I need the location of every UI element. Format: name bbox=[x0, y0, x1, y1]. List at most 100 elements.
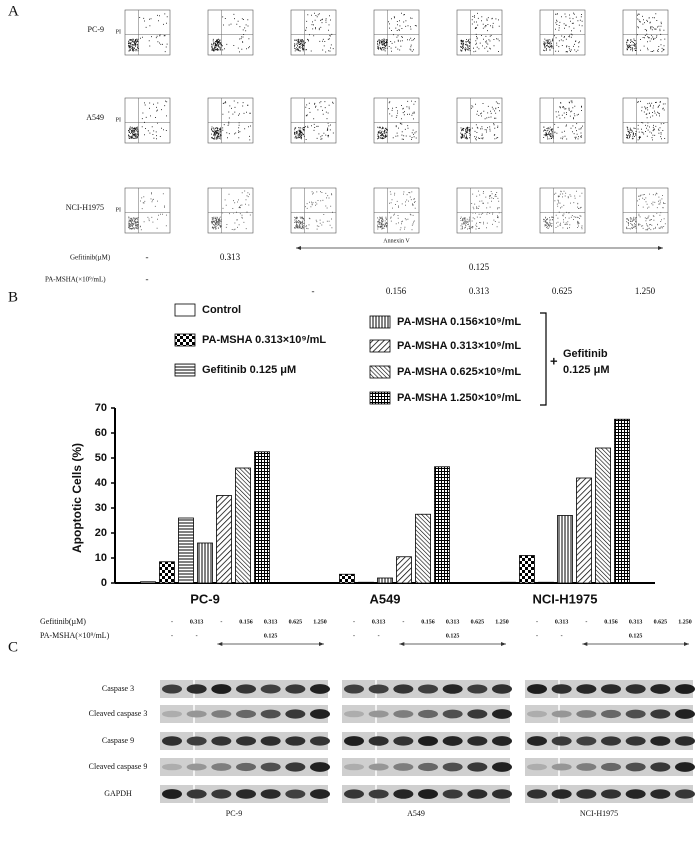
blot-band bbox=[344, 684, 364, 694]
blot-band bbox=[236, 709, 256, 719]
blot-band bbox=[368, 710, 389, 718]
cell-dots bbox=[294, 191, 333, 230]
cell-dots bbox=[543, 190, 583, 230]
blot-band bbox=[527, 684, 547, 694]
legend-note: 0.125 μM bbox=[563, 364, 609, 376]
blot-band bbox=[162, 736, 182, 746]
blot-band bbox=[492, 736, 512, 746]
blot-band bbox=[418, 789, 438, 799]
scatter-plot bbox=[290, 187, 337, 234]
condition: - bbox=[196, 633, 198, 639]
condition: - bbox=[312, 286, 315, 296]
blot-band bbox=[162, 763, 182, 771]
x-tick-label: A549 bbox=[369, 591, 400, 606]
bar bbox=[614, 418, 630, 584]
blot-band bbox=[393, 684, 414, 694]
blot-band bbox=[186, 710, 207, 718]
blot-band bbox=[492, 762, 512, 772]
condition: 0.313 bbox=[469, 286, 490, 296]
scatter-plot bbox=[124, 187, 171, 234]
blot-band bbox=[344, 710, 364, 718]
legend-label: Control bbox=[202, 304, 241, 316]
y-tick-label: 60 bbox=[95, 427, 107, 439]
blot-band bbox=[162, 789, 182, 799]
scatter-plot bbox=[124, 97, 171, 144]
scatter-plot bbox=[124, 9, 171, 56]
blot-band bbox=[260, 709, 281, 719]
blot-band bbox=[527, 763, 547, 771]
blot-band bbox=[418, 709, 438, 719]
blot-band bbox=[211, 789, 232, 799]
row-heading: PA-MSHA(×10⁹/mL) bbox=[40, 631, 110, 640]
condition: 0.313 bbox=[446, 619, 460, 625]
x-tick-label: NCI-H1975 bbox=[532, 591, 597, 606]
blot-band bbox=[675, 762, 695, 772]
bar bbox=[159, 561, 175, 584]
blot-band bbox=[551, 789, 572, 799]
scatter-plot bbox=[207, 97, 254, 144]
blot-band bbox=[285, 709, 306, 719]
cell-dots bbox=[128, 13, 168, 53]
blot-band bbox=[625, 762, 646, 772]
bar bbox=[235, 467, 251, 584]
blot-band bbox=[625, 684, 646, 694]
blot-band bbox=[260, 736, 281, 746]
bar bbox=[538, 581, 554, 584]
condition: 1.250 bbox=[678, 619, 692, 625]
cell-dots bbox=[211, 190, 251, 231]
blot-band bbox=[368, 763, 389, 771]
blot-band bbox=[650, 789, 671, 799]
cell-dots bbox=[377, 12, 417, 52]
blot-band bbox=[551, 684, 572, 694]
condition: 0.625 bbox=[471, 619, 485, 625]
blot-band bbox=[527, 710, 547, 718]
blot-band bbox=[285, 684, 306, 694]
y-tick-label: 70 bbox=[95, 402, 107, 414]
cell-dots bbox=[377, 100, 417, 140]
blot-band bbox=[260, 762, 281, 772]
blot-band bbox=[442, 762, 463, 772]
condition: 0.156 bbox=[421, 619, 435, 625]
condition: 0.156 bbox=[386, 286, 407, 296]
scatter-plot bbox=[622, 97, 669, 144]
condition: 0.625 bbox=[654, 619, 668, 625]
condition: 1.250 bbox=[635, 286, 656, 296]
legend-swatch bbox=[369, 391, 391, 405]
condition: - bbox=[402, 619, 404, 625]
legend-bracket bbox=[540, 312, 547, 406]
protein-label: Caspase 3 bbox=[102, 684, 134, 693]
cell-dots bbox=[211, 100, 251, 141]
condition: 0.625 bbox=[289, 619, 303, 625]
blot-band bbox=[442, 736, 463, 746]
blot-band bbox=[650, 709, 671, 719]
blot-band bbox=[186, 789, 207, 799]
blot-band bbox=[601, 762, 621, 772]
blot-band bbox=[467, 736, 488, 746]
blot-band bbox=[601, 684, 621, 694]
scatter-plot bbox=[373, 187, 420, 234]
legend-label: PA-MSHA 0.625×10⁹/mL bbox=[397, 366, 521, 378]
cell-dots bbox=[128, 192, 167, 231]
cell-dots bbox=[211, 13, 250, 53]
blot-band bbox=[675, 709, 695, 719]
blot-band bbox=[601, 736, 621, 746]
blot-band bbox=[675, 736, 695, 746]
x-tick-label: PC-9 bbox=[190, 591, 220, 606]
bar bbox=[557, 515, 573, 584]
protein-label: Caspase 9 bbox=[102, 736, 134, 745]
y-tick-label: 40 bbox=[95, 477, 107, 489]
blot-band bbox=[467, 709, 488, 719]
blot-band bbox=[418, 736, 438, 746]
condition: - bbox=[171, 619, 173, 625]
y-tick-label: 20 bbox=[95, 527, 107, 539]
legend-label: PA-MSHA 0.156×10⁹/mL bbox=[397, 316, 521, 328]
blot-band bbox=[625, 789, 646, 799]
y-axis-label: PI bbox=[116, 117, 121, 123]
condition: - bbox=[585, 619, 587, 625]
condition: 0.313 bbox=[220, 252, 241, 262]
bar bbox=[377, 577, 393, 584]
cell-dots bbox=[460, 190, 500, 230]
scatter-plot bbox=[207, 187, 254, 234]
